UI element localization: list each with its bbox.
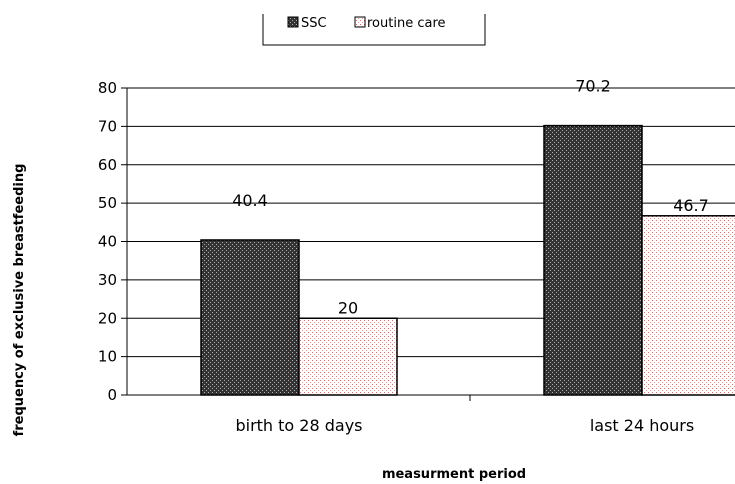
bar-ssc xyxy=(200,239,300,396)
y-tick-label: 10 xyxy=(98,348,117,366)
legend-swatch-routine-care xyxy=(354,16,366,28)
bar-ssc xyxy=(543,124,643,396)
y-tick-label: 50 xyxy=(98,194,117,212)
data-label: 46.7 xyxy=(673,196,709,215)
y-tick-label: 30 xyxy=(98,271,117,289)
legend: SSC routine care xyxy=(262,14,486,46)
data-label: 20 xyxy=(338,298,358,317)
y-tick-label: 70 xyxy=(98,117,117,135)
x-category-label: birth to 28 days xyxy=(235,416,362,435)
y-tick-label: 40 xyxy=(98,233,117,251)
legend-swatch-ssc xyxy=(287,16,299,28)
y-tick-label: 80 xyxy=(98,79,117,97)
y-tick-label: 20 xyxy=(98,309,117,327)
x-category-label: last 24 hours xyxy=(590,416,694,435)
y-tick-label: 60 xyxy=(98,156,117,174)
data-label: 40.4 xyxy=(232,191,268,210)
bar-routine-care xyxy=(641,215,735,396)
legend-label-routine-care: routine care xyxy=(367,16,446,31)
x-axis-title: measurment period xyxy=(382,467,526,482)
bar-routine-care xyxy=(298,317,398,396)
legend-label-ssc: SSC xyxy=(301,16,327,31)
y-tick-label: 0 xyxy=(107,386,117,404)
y-axis-title: frequency of exclusive breastfeeding xyxy=(12,164,27,437)
data-label: 70.2 xyxy=(575,77,611,96)
